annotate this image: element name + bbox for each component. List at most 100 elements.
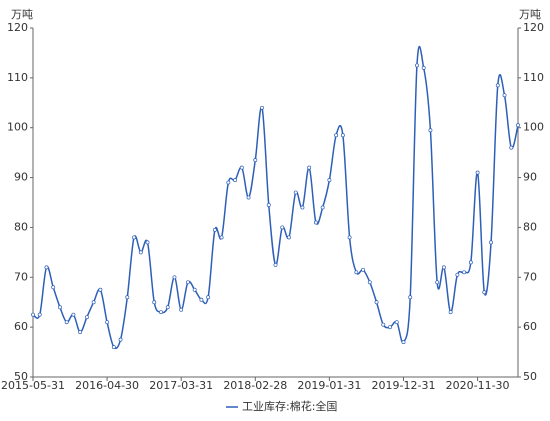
y2-tick-label: 50 bbox=[523, 370, 537, 383]
point bbox=[475, 170, 480, 175]
point bbox=[165, 305, 170, 310]
point bbox=[381, 322, 386, 327]
point bbox=[57, 305, 62, 310]
point bbox=[394, 320, 399, 325]
legend-label: 工业库存:棉花:全国 bbox=[242, 399, 337, 413]
point bbox=[415, 63, 419, 68]
point bbox=[367, 280, 372, 285]
point bbox=[361, 267, 366, 272]
x-tick-label: 2018-02-28 bbox=[223, 379, 287, 392]
y-tick-label: 100 bbox=[7, 121, 28, 134]
point bbox=[132, 235, 136, 240]
point bbox=[307, 165, 312, 170]
point bbox=[145, 240, 150, 245]
y2-tick-label: 90 bbox=[523, 171, 537, 184]
point bbox=[78, 330, 83, 335]
point bbox=[98, 287, 103, 292]
point bbox=[441, 265, 446, 270]
point bbox=[489, 240, 494, 245]
y2-tick-label: 100 bbox=[523, 121, 544, 134]
point bbox=[462, 270, 467, 275]
point bbox=[388, 325, 392, 330]
point bbox=[185, 280, 190, 285]
point bbox=[84, 315, 89, 320]
y2-tick-label: 120 bbox=[523, 21, 544, 34]
point bbox=[327, 178, 332, 183]
point bbox=[287, 235, 291, 240]
point bbox=[266, 203, 271, 207]
y-tick-label: 110 bbox=[7, 71, 28, 84]
point bbox=[172, 275, 177, 280]
point bbox=[334, 133, 339, 138]
point bbox=[509, 145, 514, 150]
point bbox=[179, 307, 184, 312]
y2-tick-label: 110 bbox=[523, 71, 544, 84]
point bbox=[516, 123, 520, 128]
point bbox=[37, 312, 42, 317]
y-tick-label: 120 bbox=[7, 21, 28, 34]
point bbox=[482, 290, 487, 295]
point bbox=[246, 195, 251, 200]
point bbox=[233, 178, 238, 183]
point bbox=[226, 180, 231, 185]
point bbox=[320, 205, 325, 210]
point bbox=[91, 300, 96, 305]
point bbox=[293, 190, 298, 195]
point bbox=[125, 295, 130, 300]
y2-tick-label: 70 bbox=[523, 270, 537, 283]
series-line bbox=[32, 45, 519, 350]
point bbox=[51, 285, 56, 290]
point bbox=[199, 297, 204, 302]
y2-tick-label: 60 bbox=[523, 320, 537, 333]
point bbox=[300, 205, 305, 210]
x-tick-label: 2017-03-31 bbox=[149, 379, 213, 392]
point bbox=[428, 128, 433, 133]
point bbox=[421, 65, 426, 70]
point bbox=[280, 225, 285, 230]
point bbox=[138, 250, 143, 255]
point bbox=[260, 105, 264, 110]
point bbox=[313, 220, 318, 225]
y-tick-label: 80 bbox=[14, 220, 28, 233]
point bbox=[354, 270, 359, 275]
x-tick-label: 2015-05-31 bbox=[1, 379, 65, 392]
point bbox=[239, 165, 244, 170]
point bbox=[159, 310, 163, 315]
point bbox=[448, 310, 453, 315]
point bbox=[468, 260, 473, 265]
y2-axis-label: 万吨 bbox=[519, 8, 541, 21]
point bbox=[219, 235, 224, 240]
point bbox=[64, 320, 69, 325]
y-tick-label: 70 bbox=[14, 270, 28, 283]
y-tick-label: 60 bbox=[14, 320, 28, 333]
point bbox=[105, 320, 110, 325]
point bbox=[71, 312, 76, 317]
point bbox=[111, 345, 116, 350]
point bbox=[455, 272, 460, 277]
point bbox=[152, 300, 157, 305]
x-tick-label: 2020-11-30 bbox=[446, 379, 510, 392]
point bbox=[212, 227, 217, 232]
point bbox=[253, 158, 258, 163]
point bbox=[347, 235, 352, 240]
y-axis-label: 万吨 bbox=[11, 8, 33, 21]
point bbox=[435, 280, 440, 285]
y-tick-label: 50 bbox=[14, 370, 28, 383]
point bbox=[192, 287, 197, 292]
point bbox=[374, 300, 379, 305]
point bbox=[340, 133, 345, 138]
x-tick-label: 2016-04-30 bbox=[75, 379, 139, 392]
point bbox=[44, 265, 49, 270]
y-tick-label: 90 bbox=[14, 171, 28, 184]
x-tick-label: 2019-12-31 bbox=[372, 379, 436, 392]
point bbox=[118, 337, 123, 342]
point bbox=[502, 93, 507, 98]
point bbox=[206, 295, 211, 300]
point bbox=[401, 340, 406, 345]
y2-tick-label: 80 bbox=[523, 220, 537, 233]
point bbox=[495, 83, 500, 88]
point bbox=[408, 295, 413, 300]
point bbox=[273, 262, 278, 267]
x-tick-label: 2019-01-31 bbox=[297, 379, 361, 392]
